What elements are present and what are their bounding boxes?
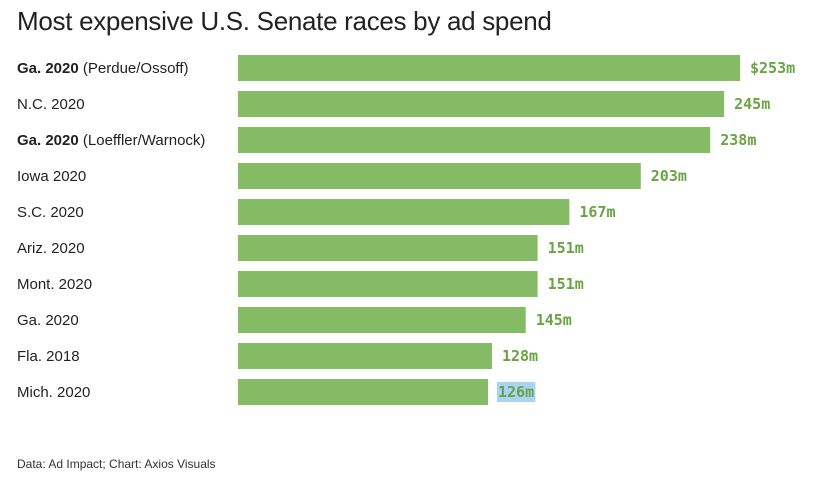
bar <box>238 127 711 153</box>
category-label: Mich. 2020 <box>17 384 90 401</box>
value-label: 128m <box>502 347 538 365</box>
chart-title: Most expensive U.S. Senate races by ad s… <box>17 6 552 36</box>
value-label: $253m <box>750 59 795 77</box>
value-label: 151m <box>548 239 584 257</box>
source-note: Data: Ad Impact; Chart: Axios Visuals <box>17 457 216 471</box>
category-label: S.C. 2020 <box>17 204 84 221</box>
category-label: Ga. 2020 (Perdue/Ossoff) <box>17 60 189 77</box>
value-label: 167m <box>579 203 615 221</box>
category-label: Ga. 2020 <box>17 312 79 329</box>
bar <box>238 271 538 297</box>
category-label: Fla. 2018 <box>17 348 80 365</box>
text-selection-highlight <box>497 382 536 402</box>
bar-chart: Ga. 2020 (Perdue/Ossoff) $253m N.C. 2020 24… <box>17 55 795 405</box>
bar <box>238 379 489 405</box>
category-label: Ga. 2020 (Loeffler/Warnock) <box>17 132 205 149</box>
bar <box>238 343 492 369</box>
value-label: 151m <box>548 275 584 293</box>
value-label: 245m <box>734 95 770 113</box>
bar <box>238 55 740 81</box>
bar <box>238 307 526 333</box>
value-label: 238m <box>720 131 756 149</box>
value-label: 145m <box>536 311 572 329</box>
bar <box>238 235 538 261</box>
category-label: Iowa 2020 <box>17 168 86 185</box>
value-label: 126m <box>498 383 534 401</box>
category-label: N.C. 2020 <box>17 96 85 113</box>
bar <box>238 199 570 225</box>
category-label: Mont. 2020 <box>17 276 92 293</box>
bar <box>238 163 641 189</box>
category-label: Ariz. 2020 <box>17 240 85 257</box>
value-label: 203m <box>651 167 687 185</box>
bar <box>238 91 725 117</box>
